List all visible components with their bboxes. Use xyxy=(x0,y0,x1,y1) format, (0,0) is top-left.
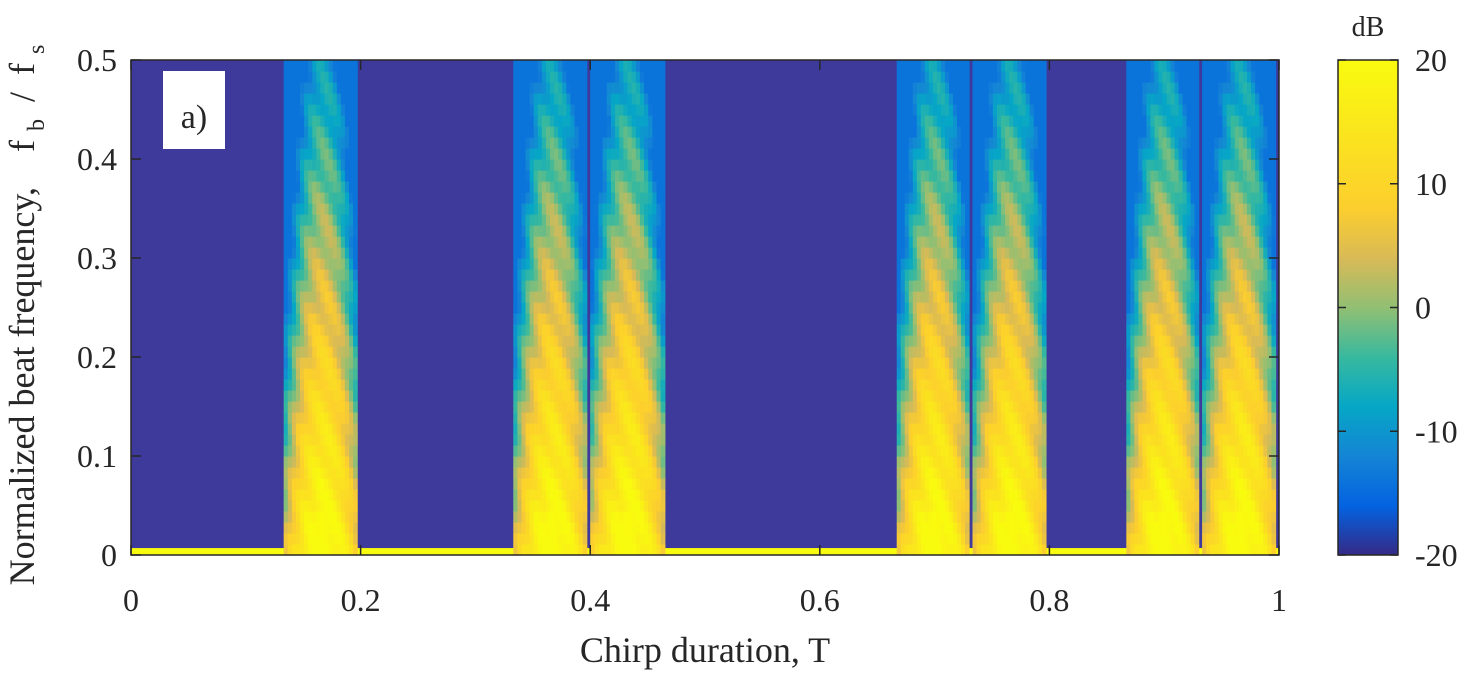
y-axis-title-fb-sub: b xyxy=(24,119,50,131)
y-tick-label: 0.5 xyxy=(77,42,117,78)
colorbar-tick-label: 0 xyxy=(1415,290,1431,326)
band-4 xyxy=(897,60,970,556)
band-5 xyxy=(972,60,1046,556)
colorbar-tick-label: 20 xyxy=(1415,42,1447,78)
band-2 xyxy=(513,60,587,556)
colorbar-label: dB xyxy=(1352,12,1385,43)
colorbar-gradient xyxy=(1338,60,1398,555)
y-tick-label: 0.3 xyxy=(77,240,117,276)
y-axis-title-fs: f xyxy=(2,63,42,75)
y-axis-title-sep: / xyxy=(2,92,42,102)
band-6 xyxy=(1126,60,1199,556)
y-axis-title: Normalized beat frequency, f b / f s xyxy=(2,45,52,586)
colorbar: dB -20 -10 0 10 20 xyxy=(1338,12,1458,573)
band-3 xyxy=(590,60,665,556)
band-7 xyxy=(1202,60,1276,556)
y-tick-label: 0.2 xyxy=(77,339,117,375)
panel-label-text: a) xyxy=(181,99,207,136)
x-tick-label: 0 xyxy=(123,582,139,618)
panel-label: a) xyxy=(163,71,225,149)
colorbar-tick-label: -20 xyxy=(1415,537,1458,573)
y-axis-title-fs-sub: s xyxy=(24,45,50,54)
x-axis-title: Chirp duration, T xyxy=(580,630,830,670)
colorbar-tick-label: -10 xyxy=(1415,413,1458,449)
x-tick-label: 0.8 xyxy=(1029,582,1069,618)
x-tick-label: 0.4 xyxy=(570,582,610,618)
x-tick-label: 0.2 xyxy=(341,582,381,618)
y-axis-title-fb: f xyxy=(2,140,42,152)
y-axis-title-main: Normalized beat frequency, xyxy=(2,187,42,585)
colorbar-tick-label: 10 xyxy=(1415,166,1447,202)
band-1 xyxy=(284,60,358,556)
y-tick-label: 0.1 xyxy=(77,438,117,474)
y-tick-label: 0.4 xyxy=(77,141,117,177)
y-tick-label: 0 xyxy=(101,537,117,573)
x-tick-label: 1 xyxy=(1271,582,1287,618)
x-tick-label: 0.6 xyxy=(800,582,840,618)
